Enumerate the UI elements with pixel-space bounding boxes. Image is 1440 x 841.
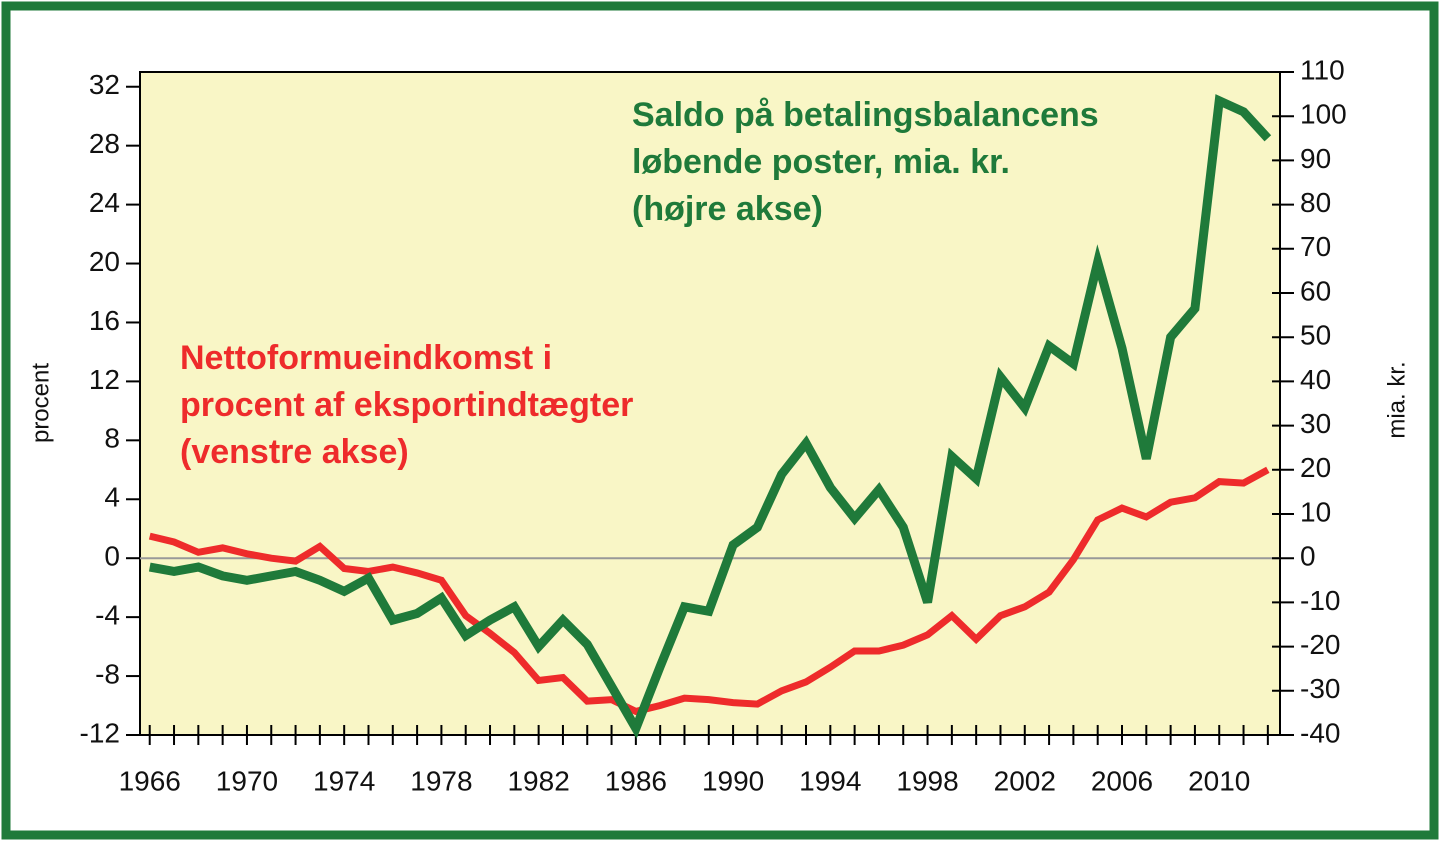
annotation: (højre akse) <box>632 190 823 228</box>
y-tick-label: 4 <box>104 482 120 513</box>
annotation: løbende poster, mia. kr. <box>632 143 1010 181</box>
x-tick-label: 1982 <box>507 765 569 796</box>
y2-tick-label: 90 <box>1300 143 1331 174</box>
y-tick-label: 16 <box>89 305 120 336</box>
y2-tick-label: 40 <box>1300 364 1331 395</box>
plot-area <box>139 71 1281 736</box>
x-tick-label: 1966 <box>119 765 181 796</box>
y2-tick-label: 70 <box>1300 231 1331 262</box>
annotation: procent af eksportindtægter <box>180 386 633 424</box>
x-tick-label: 1990 <box>702 765 764 796</box>
y-tick-label: -12 <box>80 717 120 748</box>
y-tick-label: -4 <box>95 600 120 631</box>
y-tick-label: 32 <box>89 69 120 100</box>
x-tick-label: 1974 <box>313 765 375 796</box>
y2-tick-label: 50 <box>1300 320 1331 351</box>
y2-tick-label: -10 <box>1300 585 1340 616</box>
y-tick-label: 24 <box>89 187 120 218</box>
y2-tick-label: -30 <box>1300 673 1340 704</box>
y2-tick-label: -20 <box>1300 629 1340 660</box>
x-tick-label: 2010 <box>1188 765 1250 796</box>
x-tick-label: 2002 <box>994 765 1056 796</box>
y-axis-label: procent <box>27 363 54 443</box>
y2-tick-label: 100 <box>1300 99 1347 130</box>
y-tick-label: 8 <box>104 423 120 454</box>
y2-tick-label: -40 <box>1300 717 1340 748</box>
series-line <box>148 466 1270 716</box>
y2-tick-label: 10 <box>1300 496 1331 527</box>
annotation: Saldo på betalingsbalancens <box>632 96 1099 134</box>
y2-tick-label: 110 <box>1300 54 1345 85</box>
y-tick-label: 20 <box>89 246 120 277</box>
x-tick-label: 1994 <box>799 765 861 796</box>
x-tick-label: 1998 <box>896 765 958 796</box>
y-tick-label: 28 <box>89 128 120 159</box>
x-tick-label: 1970 <box>216 765 278 796</box>
annotation: Nettoformueindkomst i <box>180 339 552 377</box>
y-tick-label: 12 <box>89 364 120 395</box>
x-tick-label: 1978 <box>410 765 472 796</box>
x-tick-label: 1986 <box>605 765 667 796</box>
y2-axis-label: mia. kr. <box>1383 361 1410 438</box>
y-tick-label: 0 <box>104 541 120 572</box>
y2-tick-label: 60 <box>1300 275 1331 306</box>
y2-tick-label: 80 <box>1300 187 1331 218</box>
annotation: (venstre akse) <box>180 433 409 471</box>
series-line <box>148 94 1272 739</box>
y2-tick-label: 0 <box>1300 541 1316 572</box>
y-tick-label: -8 <box>95 658 120 689</box>
y2-tick-label: 30 <box>1300 408 1331 439</box>
x-tick-label: 2006 <box>1091 765 1153 796</box>
y2-tick-label: 20 <box>1300 452 1331 483</box>
